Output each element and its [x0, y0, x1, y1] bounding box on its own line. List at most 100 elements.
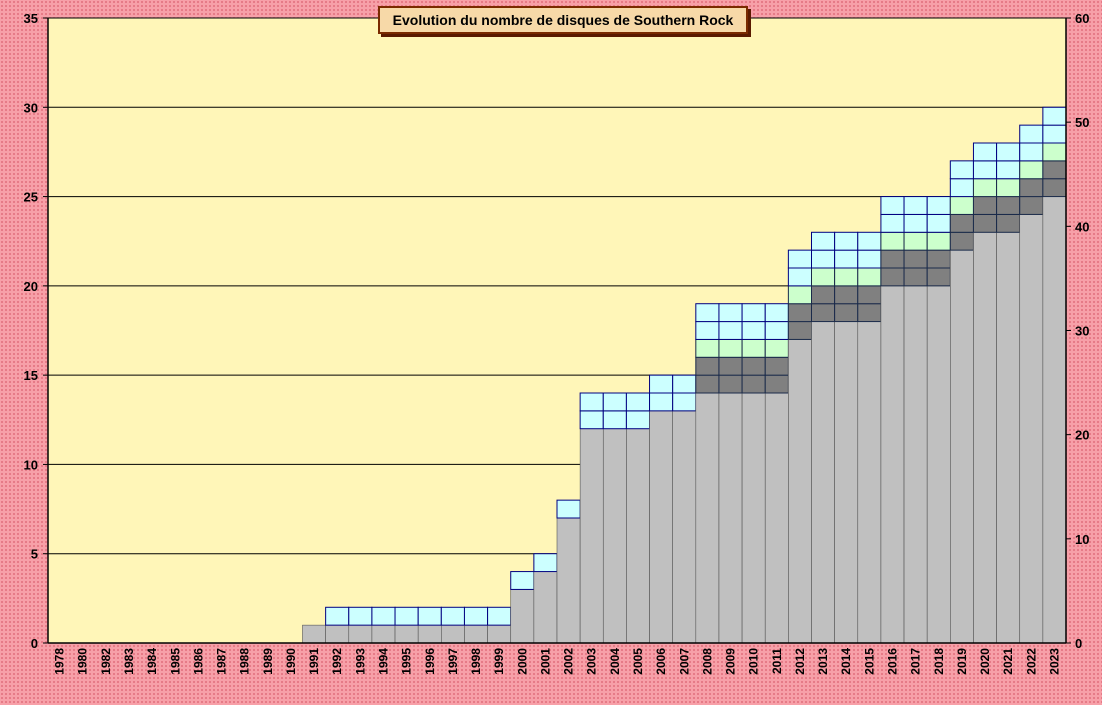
- x-tick-label: 2018: [932, 648, 946, 675]
- bar-segment: [741, 338, 766, 358]
- bar-segment: [903, 196, 928, 215]
- bar-segment: [787, 285, 813, 305]
- bar-segment: [996, 160, 1021, 180]
- bar-segment: [325, 624, 350, 644]
- y2-tick-label: 0: [1075, 636, 1082, 651]
- bar-segment: [903, 267, 928, 287]
- x-tick-label: 2000: [515, 648, 529, 675]
- x-tick-label: 1990: [284, 648, 298, 675]
- x-tick-label: 1992: [330, 648, 344, 675]
- bar-segment: [926, 267, 951, 287]
- bar-segment: [718, 338, 743, 358]
- bar-segment: [602, 428, 627, 644]
- bar-segment: [1019, 160, 1044, 180]
- x-tick-label: 2012: [793, 648, 807, 675]
- bar-segment: [949, 213, 974, 233]
- bar-segment: [949, 160, 974, 180]
- bar-segment: [625, 392, 651, 412]
- x-tick-label: 2003: [585, 648, 599, 675]
- bar-segment: [972, 213, 998, 233]
- bar-segment: [718, 303, 743, 323]
- bar-segment: [741, 321, 766, 340]
- y2-tick-label: 10: [1075, 532, 1089, 547]
- bar-segment: [880, 231, 905, 251]
- bar-segment: [1019, 142, 1044, 162]
- bar-segment: [764, 392, 789, 644]
- bar-segment: [1019, 178, 1044, 198]
- bar-segment: [695, 321, 720, 340]
- bar-segment: [718, 321, 743, 340]
- x-tick-label: 1997: [446, 648, 460, 675]
- x-tick-label: 2005: [631, 648, 645, 675]
- bar-segment: [811, 267, 836, 287]
- x-tick-label: 2008: [700, 648, 714, 675]
- bar-segment: [1019, 196, 1044, 215]
- y2-tick-label: 50: [1075, 115, 1089, 130]
- x-tick-label: 1982: [99, 648, 113, 675]
- bar-segment: [811, 303, 836, 323]
- bar-segment: [1042, 142, 1067, 162]
- x-tick-label: 2023: [1047, 648, 1061, 675]
- bar-segment: [972, 160, 998, 180]
- bar-segment: [741, 356, 766, 376]
- bar-segment: [834, 285, 859, 305]
- x-tick-label: 1985: [168, 648, 182, 675]
- x-tick-label: 2022: [1024, 648, 1038, 675]
- bar-segment: [417, 606, 442, 626]
- bar-segment: [556, 517, 581, 644]
- y-tick-label: 0: [31, 636, 38, 651]
- bar-segment: [441, 624, 465, 644]
- x-tick-label: 2016: [885, 648, 899, 675]
- bar-segment: [811, 249, 836, 269]
- y-tick-label: 20: [24, 279, 38, 294]
- bar-segment: [394, 606, 419, 626]
- tick-labels: 0 5 10 15 20 25 30 35 0 10 20 30 40 50 60 1978 1980 1982 1…: [24, 11, 1090, 675]
- bar-segment: [371, 624, 396, 644]
- bar-segment: [325, 606, 350, 626]
- bar-segment: [903, 231, 928, 251]
- y-tick-label: 10: [24, 457, 38, 472]
- bar-segment: [463, 606, 489, 626]
- bar-segment: [764, 374, 789, 394]
- x-tick-label: 1984: [145, 648, 159, 675]
- x-tick-label: 2001: [538, 648, 552, 675]
- bar-segment: [1042, 178, 1067, 198]
- x-tick-label: 2007: [677, 648, 691, 675]
- bar-segment: [764, 321, 789, 340]
- bar-segment: [972, 142, 998, 162]
- bars: [302, 106, 1067, 644]
- y-tick-label: 25: [24, 190, 38, 205]
- y2-tick-label: 40: [1075, 219, 1089, 234]
- y-tick-label: 15: [24, 368, 38, 383]
- bar-segment: [996, 213, 1021, 233]
- x-tick-label: 1991: [307, 648, 321, 675]
- bar-segment: [811, 285, 836, 305]
- x-tick-label: 2020: [978, 648, 992, 675]
- x-tick-label: 2006: [654, 648, 668, 675]
- y-tick-label: 30: [24, 100, 38, 115]
- x-tick-label: 1998: [469, 648, 483, 675]
- bar-segment: [556, 499, 581, 519]
- x-tick-label: 1978: [53, 648, 67, 675]
- x-tick-label: 1996: [423, 648, 437, 675]
- bar-segment: [602, 410, 627, 430]
- bar-segment: [626, 428, 650, 644]
- bar-segment: [464, 624, 488, 644]
- bar-segment: [625, 410, 651, 430]
- bar-segment: [695, 374, 720, 394]
- bar-segment: [533, 553, 558, 573]
- bar-segment: [394, 624, 419, 644]
- bar-segment: [741, 303, 766, 323]
- bar-segment: [718, 392, 743, 644]
- bar-segment: [764, 303, 789, 323]
- bar-segment: [764, 338, 789, 358]
- x-tick-label: 1995: [400, 648, 414, 675]
- bar-segment: [440, 606, 465, 626]
- bar-segment: [926, 196, 951, 215]
- bar-segment: [718, 374, 743, 394]
- bar-segment: [857, 321, 882, 644]
- bar-segment: [857, 285, 882, 305]
- y-tick-label: 5: [31, 547, 38, 562]
- bar-segment: [926, 249, 951, 269]
